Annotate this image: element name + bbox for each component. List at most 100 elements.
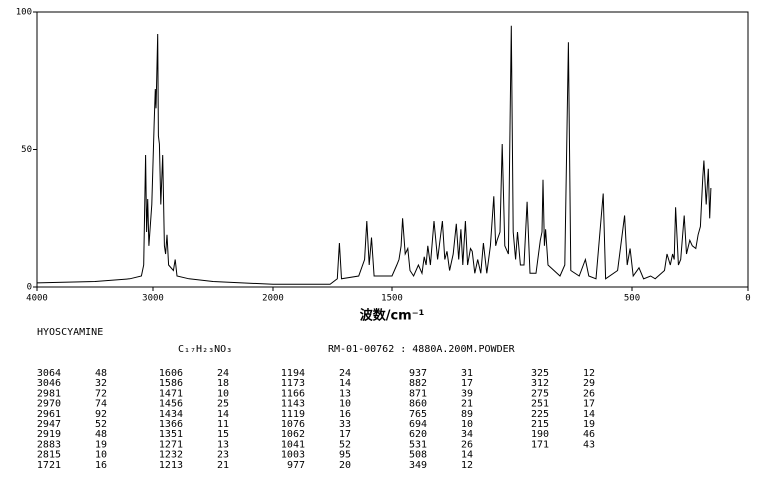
peak-intensity: 21 — [217, 460, 229, 471]
peak-shift: 2883 — [37, 439, 61, 450]
peak-intensity: 26 — [583, 388, 595, 399]
peak-shift: 937 — [409, 368, 427, 379]
x-tick-label: 4000 — [26, 294, 48, 304]
peak-shift: 215 — [531, 419, 549, 430]
peak-intensity: 21 — [461, 399, 473, 410]
peak-shift: 1143 — [281, 399, 305, 410]
peak-intensity: 33 — [339, 419, 351, 430]
peak-shift: 620 — [409, 429, 427, 440]
peak-shift: 871 — [409, 388, 427, 399]
spectrum-line — [36, 25, 712, 285]
peak-intensity: 17 — [583, 399, 595, 410]
peak-intensity: 32 — [95, 378, 107, 389]
peak-shift: 171 — [531, 439, 549, 450]
peak-shift: 225 — [531, 409, 549, 420]
peak-intensity: 14 — [217, 409, 229, 420]
x-tick-label: 500 — [624, 294, 640, 304]
peak-shift: 1606 — [159, 368, 183, 379]
peak-shift: 312 — [531, 378, 549, 389]
peak-intensity: 24 — [217, 368, 229, 379]
peak-intensity: 12 — [461, 460, 473, 471]
peak-shift: 1166 — [281, 388, 305, 399]
reference: RM-01-00762 : 4880A.200M.POWDER — [328, 344, 516, 355]
peak-intensity: 46 — [583, 429, 595, 440]
peak-shift: 1119 — [281, 409, 305, 420]
peak-shift: 860 — [409, 399, 427, 410]
peak-intensity: 17 — [339, 429, 351, 440]
peak-shift: 349 — [409, 460, 427, 471]
peak-shift: 977 — [287, 460, 305, 471]
peak-shift: 190 — [531, 429, 549, 440]
peak-intensity: 92 — [95, 409, 107, 420]
peak-shift: 508 — [409, 450, 427, 461]
peak-shift: 1471 — [159, 388, 183, 399]
peak-intensity: 43 — [583, 439, 595, 450]
peak-intensity: 10 — [95, 450, 107, 461]
peak-shift: 3064 — [37, 368, 61, 379]
y-tick-label: 0 — [27, 283, 32, 293]
peak-intensity: 48 — [95, 368, 107, 379]
peak-intensity: 14 — [461, 450, 473, 461]
peak-shift: 531 — [409, 439, 427, 450]
peak-shift: 765 — [409, 409, 427, 420]
peak-intensity: 48 — [95, 429, 107, 440]
peak-shift: 1271 — [159, 439, 183, 450]
x-tick-label: 1500 — [381, 294, 403, 304]
peak-intensity: 17 — [461, 378, 473, 389]
peak-intensity: 19 — [583, 419, 595, 430]
peak-intensity: 14 — [339, 378, 351, 389]
peak-shift: 275 — [531, 388, 549, 399]
peak-shift: 1456 — [159, 399, 183, 410]
peak-shift: 325 — [531, 368, 549, 379]
x-tick-label: 3000 — [142, 294, 164, 304]
peak-shift: 1076 — [281, 419, 305, 430]
peak-intensity: 19 — [95, 439, 107, 450]
peak-intensity: 18 — [217, 378, 229, 389]
peak-shift: 2947 — [37, 419, 61, 430]
peak-shift: 1351 — [159, 429, 183, 440]
x-tick-label: 0 — [745, 294, 750, 304]
peak-intensity: 72 — [95, 388, 107, 399]
peak-shift: 251 — [531, 399, 549, 410]
peak-intensity: 26 — [461, 439, 473, 450]
peak-intensity: 52 — [339, 439, 351, 450]
peak-intensity: 16 — [95, 460, 107, 471]
peak-intensity: 25 — [217, 399, 229, 410]
peak-shift: 882 — [409, 378, 427, 389]
peak-intensity: 20 — [339, 460, 351, 471]
peak-shift: 1721 — [37, 460, 61, 471]
peak-intensity: 11 — [217, 419, 229, 430]
peak-shift: 3046 — [37, 378, 61, 389]
peak-shift: 1232 — [159, 450, 183, 461]
peak-intensity: 34 — [461, 429, 473, 440]
formula: C₁₇H₂₃NO₃ — [178, 344, 232, 355]
peak-intensity: 13 — [217, 439, 229, 450]
x-tick-label: 2000 — [262, 294, 284, 304]
peak-shift: 1213 — [159, 460, 183, 471]
peak-intensity: 52 — [95, 419, 107, 430]
peak-intensity: 23 — [217, 450, 229, 461]
peak-intensity: 10 — [217, 388, 229, 399]
peak-intensity: 14 — [583, 409, 595, 420]
peak-intensity: 29 — [583, 378, 595, 389]
peak-shift: 1062 — [281, 429, 305, 440]
peak-shift: 1041 — [281, 439, 305, 450]
compound-name: HYOSCYAMINE — [37, 327, 103, 338]
peak-shift: 1173 — [281, 378, 305, 389]
peak-shift: 2981 — [37, 388, 61, 399]
peak-intensity: 74 — [95, 399, 107, 410]
peak-shift: 1434 — [159, 409, 183, 420]
peak-intensity: 10 — [339, 399, 351, 410]
peak-shift: 694 — [409, 419, 427, 430]
peak-intensity: 13 — [339, 388, 351, 399]
peak-shift: 1194 — [281, 368, 305, 379]
peak-shift: 2970 — [37, 399, 61, 410]
x-axis-label: 波数/cm⁻¹ — [360, 308, 425, 324]
peak-intensity: 39 — [461, 388, 473, 399]
peak-shift: 1003 — [281, 450, 305, 461]
peak-intensity: 31 — [461, 368, 473, 379]
y-tick-label: 50 — [21, 145, 32, 155]
y-tick-label: 100 — [16, 8, 32, 18]
peak-intensity: 12 — [583, 368, 595, 379]
peak-shift: 2961 — [37, 409, 61, 420]
